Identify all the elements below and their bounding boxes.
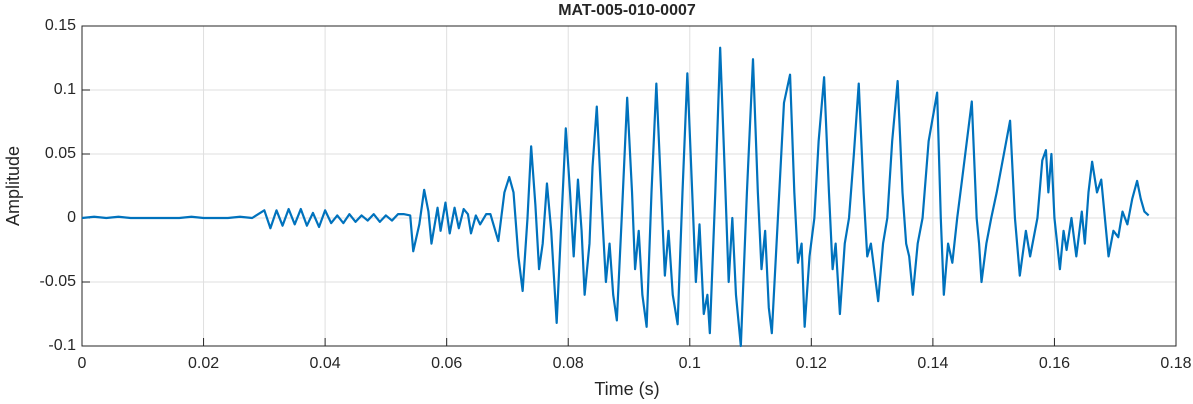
y-tick-label: 0 (67, 209, 76, 226)
x-tick-label: 0.12 (796, 355, 827, 372)
y-tick-label: -0.05 (40, 273, 77, 290)
plot-frame (81, 25, 1177, 347)
x-tick-label: 0.06 (431, 355, 462, 372)
chart-title: MAT-005-010-0007 (558, 2, 696, 19)
waveform-line (81, 46, 1150, 348)
x-tick-label: 0.18 (1160, 355, 1191, 372)
y-axis-label: Amplitude (3, 146, 23, 226)
x-tick-label: 0.04 (310, 355, 341, 372)
y-tick-label: 0.1 (54, 81, 76, 98)
x-tick-label: 0 (78, 355, 87, 372)
x-axis-label: Time (s) (594, 379, 659, 399)
x-tick-label: 0.1 (679, 355, 701, 372)
y-tick-label: -0.1 (48, 337, 76, 354)
x-tick-label: 0.14 (917, 355, 948, 372)
y-tick-label: 0.05 (45, 145, 76, 162)
x-tick-label: 0.16 (1039, 355, 1070, 372)
x-tick-label: 0.02 (188, 355, 219, 372)
y-tick-label: 0.15 (45, 17, 76, 34)
x-tick-label: 0.08 (553, 355, 584, 372)
